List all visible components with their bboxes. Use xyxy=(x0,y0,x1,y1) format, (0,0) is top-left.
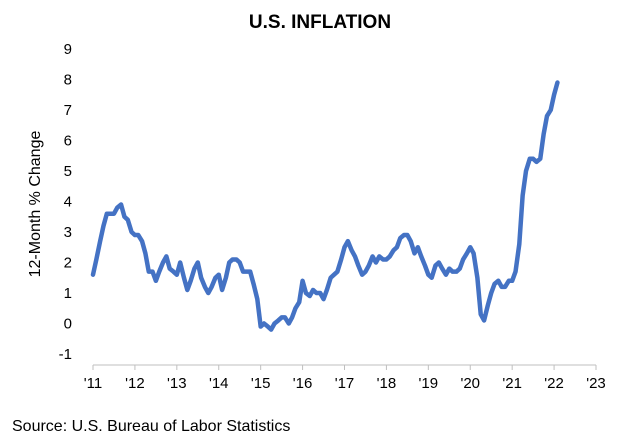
y-tick-label: 2 xyxy=(64,255,72,272)
y-tick-label: 9 xyxy=(64,41,72,58)
x-tick-label: '21 xyxy=(502,375,522,392)
x-tick-label: '23 xyxy=(586,375,606,392)
x-tick-label: '17 xyxy=(335,375,355,392)
x-tick-label: '20 xyxy=(460,375,480,392)
y-tick-label: 3 xyxy=(64,224,72,241)
y-axis-ticks: -1 0 1 2 3 4 5 6 7 8 9 xyxy=(59,41,72,363)
x-tick-label: '13 xyxy=(167,375,187,392)
y-tick-label: 1 xyxy=(64,285,72,302)
chart-title: U.S. INFLATION xyxy=(249,12,391,33)
source-note: Source: U.S. Bureau of Labor Statistics xyxy=(12,418,290,435)
y-tick-label: 5 xyxy=(64,163,72,180)
series-line xyxy=(90,80,560,332)
x-tick-label: '15 xyxy=(251,375,271,392)
y-tick-label: 0 xyxy=(64,316,72,333)
x-tick-label: '16 xyxy=(293,375,313,392)
y-tick-label: 8 xyxy=(64,72,72,89)
y-tick-label: -1 xyxy=(59,346,72,363)
x-tick-label: '19 xyxy=(419,375,439,392)
x-tick-label: '12 xyxy=(125,375,145,392)
x-tick-label: '22 xyxy=(544,375,564,392)
x-axis-ticks: '11 '12 '13 '14 '15 '16 '17 '18 '19 '20 '21 '22 '23 xyxy=(84,365,606,392)
y-tick-label: 6 xyxy=(64,133,72,150)
y-axis-label: 12-Month % Change xyxy=(27,131,44,278)
y-tick-label: 4 xyxy=(64,194,72,211)
y-tick-label: 7 xyxy=(64,102,72,119)
x-tick-label: '14 xyxy=(209,375,229,392)
x-tick-label: '11 xyxy=(84,375,102,392)
series-layer xyxy=(90,80,560,332)
x-tick-label: '18 xyxy=(377,375,397,392)
